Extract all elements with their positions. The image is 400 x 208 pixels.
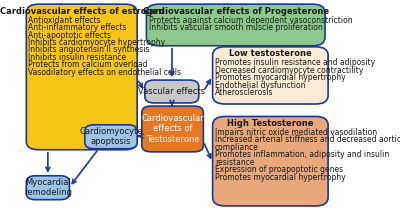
Text: resistance: resistance — [215, 158, 254, 167]
Text: Protects from calcium overload: Protects from calcium overload — [28, 60, 148, 69]
Text: Endothelial dysfunction: Endothelial dysfunction — [215, 80, 305, 90]
Text: Myocardial
remodeling: Myocardial remodeling — [24, 178, 72, 197]
Text: Expression of proapoptotic genes: Expression of proapoptotic genes — [215, 165, 343, 174]
Text: Increased arterial stiffness and decreased aortic: Increased arterial stiffness and decreas… — [215, 135, 400, 144]
Text: Promotes insulin resistance and adiposity: Promotes insulin resistance and adiposit… — [215, 58, 375, 67]
FancyBboxPatch shape — [146, 4, 325, 46]
Text: Inhibits cardiomyocyte hypertrophy: Inhibits cardiomyocyte hypertrophy — [28, 38, 166, 47]
Text: Atherosclerosis: Atherosclerosis — [215, 88, 273, 97]
FancyBboxPatch shape — [213, 116, 328, 206]
Text: Inhibits insulin resistance: Inhibits insulin resistance — [28, 53, 126, 62]
Text: Protects against calcium dependent vasoconstriction: Protects against calcium dependent vasoc… — [148, 16, 352, 25]
Text: Anti-inflammatory effects: Anti-inflammatory effects — [28, 23, 127, 32]
FancyBboxPatch shape — [213, 47, 328, 104]
Text: compliance: compliance — [215, 143, 259, 152]
Text: Impairs nitric oxide mediated vasodilation: Impairs nitric oxide mediated vasodilati… — [215, 128, 377, 137]
Text: Antioxidant effects: Antioxidant effects — [28, 16, 101, 25]
Text: Promotes inflammation, adiposity and insulin: Promotes inflammation, adiposity and ins… — [215, 150, 389, 159]
Text: Cardiomyocyte
apoptosis: Cardiomyocyte apoptosis — [79, 127, 143, 146]
FancyBboxPatch shape — [85, 125, 137, 149]
FancyBboxPatch shape — [142, 106, 203, 152]
Text: Cardiovascular effects of Progesterone: Cardiovascular effects of Progesterone — [143, 7, 329, 16]
FancyBboxPatch shape — [26, 4, 137, 150]
FancyBboxPatch shape — [145, 80, 199, 103]
FancyBboxPatch shape — [26, 176, 70, 200]
Text: Decreased cardiomyocyte contractility: Decreased cardiomyocyte contractility — [215, 66, 363, 75]
Text: Vasodilatory effects on endothelial cells: Vasodilatory effects on endothelial cell… — [28, 68, 182, 77]
Text: High Testosterone: High Testosterone — [227, 119, 314, 128]
Text: Vascular effects: Vascular effects — [138, 87, 205, 96]
Text: Promotes myocardial hypertrophy: Promotes myocardial hypertrophy — [215, 172, 345, 182]
Text: Low testosterone: Low testosterone — [229, 49, 312, 58]
Text: Promotes myocardial hypertrophy: Promotes myocardial hypertrophy — [215, 73, 345, 82]
Text: Anti-apoptotic effects: Anti-apoptotic effects — [28, 31, 112, 40]
Text: Cardiovascular effects of estrogen: Cardiovascular effects of estrogen — [0, 7, 164, 16]
Text: Cardiovascular
effects of
Testosterone: Cardiovascular effects of Testosterone — [141, 114, 204, 144]
Text: Inhibits angiotensin II synthesis: Inhibits angiotensin II synthesis — [28, 45, 150, 54]
Text: Inhibits vascular smooth muscle proliferation: Inhibits vascular smooth muscle prolifer… — [148, 23, 322, 32]
